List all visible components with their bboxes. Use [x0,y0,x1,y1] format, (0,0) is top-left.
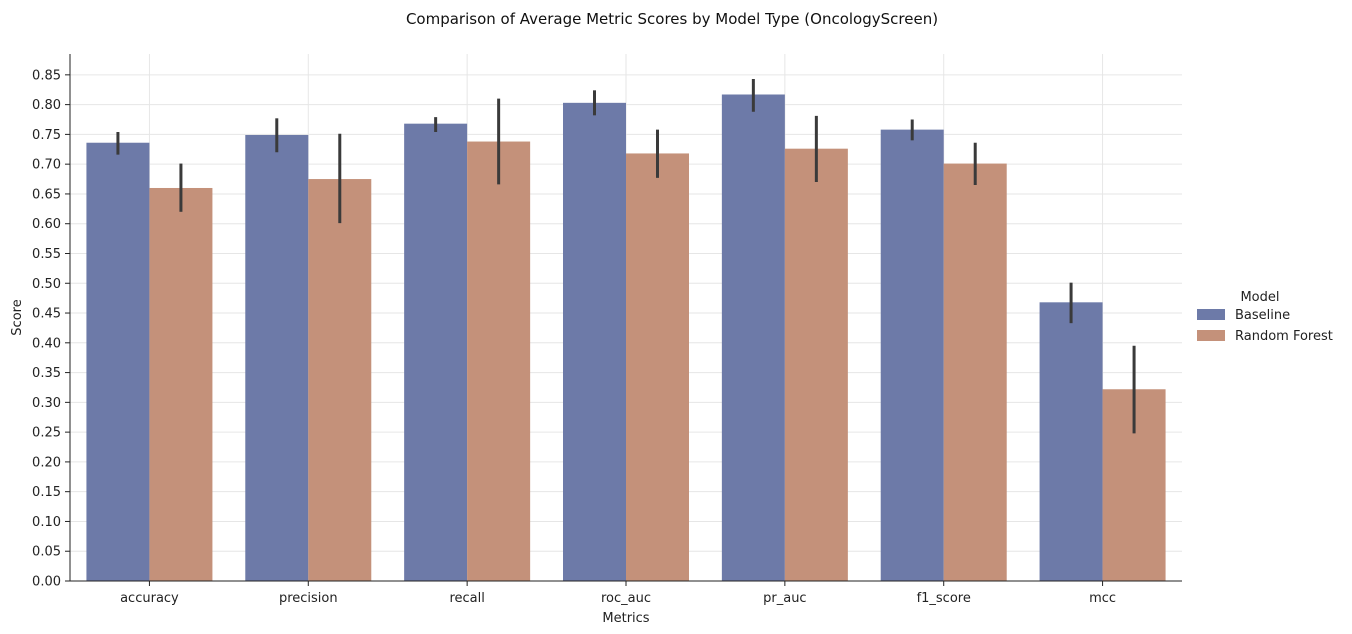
y-tick-label: 0.60 [32,217,61,232]
x-tick-label-accuracy: accuracy [120,591,179,606]
y-tick-label: 0.50 [32,277,61,292]
bar-baseline-mcc [1039,302,1103,581]
y-tick-label: 0.80 [32,98,61,113]
y-tick-label: 0.55 [32,247,61,262]
y-tick-label: 0.10 [32,515,61,530]
bar-random-forest-precision [308,179,372,581]
y-axis-label: Score [10,299,25,335]
bar-random-forest-pr_auc [784,148,848,582]
y-tick-label: 0.30 [32,396,61,411]
y-tick-label: 0.05 [32,545,61,560]
legend-entry: Random Forest [1235,329,1333,344]
bar-baseline-f1_score [880,129,944,582]
y-tick-label: 0.20 [32,455,61,470]
y-tick-label: 0.25 [32,426,61,441]
legend-title: Model [1240,290,1279,305]
bar-baseline-pr_auc [721,94,785,582]
x-tick-label-recall: recall [449,591,484,606]
y-tick-label: 0.70 [32,158,61,173]
y-tick-label: 0.45 [32,307,61,322]
x-tick-label-mcc: mcc [1089,591,1116,606]
x-tick-label-pr_auc: pr_auc [763,591,806,606]
y-tick-label: 0.15 [32,485,61,500]
legend-entry: Baseline [1235,308,1290,323]
y-tick-label: 0.75 [32,128,61,143]
error-bars [116,79,1136,434]
x-axis-label: Metrics [602,611,649,626]
y-tick-label: 0.35 [32,366,61,381]
axes: 0.00 0.05 0.10 0.15 0.20 0.25 0.30 0.35 0.40 0.45… [32,54,1182,606]
chart-title: Comparison of Average Metric Scores by M… [406,10,938,28]
bar-baseline-accuracy [86,142,150,581]
y-tick-label: 0.85 [32,68,61,83]
bar-baseline-precision [245,134,309,582]
bar-random-forest-f1_score [943,163,1007,581]
x-tick-label-roc_auc: roc_auc [601,591,651,606]
x-tick-label-precision: precision [279,591,338,606]
bar-random-forest-roc_auc [626,153,689,581]
bar-baseline-recall [404,123,468,581]
x-tick-label-f1_score: f1_score [917,591,971,606]
y-tick-label: 0.40 [32,336,61,351]
bar-random-forest-recall [467,141,531,582]
legend: Model Baseline Random Forest [1197,290,1333,344]
y-tick-label: 0.00 [32,575,61,590]
bars [86,94,1166,582]
legend-swatch [1197,309,1225,320]
bar-random-forest-accuracy [149,187,213,582]
bar-baseline-roc_auc [563,102,626,581]
y-tick-label: 0.65 [32,187,61,202]
legend-swatch [1197,330,1225,341]
